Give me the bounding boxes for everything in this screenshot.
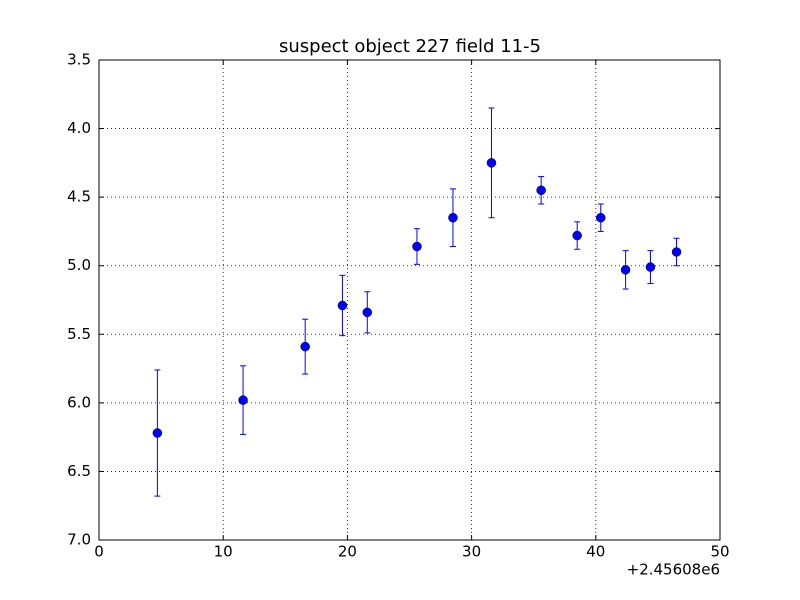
marker: [448, 212, 458, 223]
marker: [238, 395, 248, 405]
marker: [300, 341, 310, 352]
y-tick-label: 5.0: [67, 256, 91, 274]
y-tick-label: 6.0: [67, 393, 91, 411]
marker: [596, 212, 606, 223]
marker: [671, 247, 682, 257]
marker: [412, 241, 422, 252]
plot-frame: [98, 59, 721, 541]
marker: [152, 428, 163, 438]
marker: [620, 265, 631, 275]
y-tick-label: 4.5: [67, 188, 91, 206]
x-tick-label: 40: [586, 543, 605, 561]
x-tick-label: 0: [94, 543, 104, 561]
marker: [536, 185, 546, 196]
marker: [572, 230, 582, 241]
x-tick-label: 10: [214, 543, 233, 561]
marker: [645, 262, 656, 272]
marker: [486, 158, 497, 168]
chart-title: suspect object 227 field 11-5: [279, 36, 541, 57]
marker: [337, 300, 348, 311]
x-offset-label: +2.45608e6: [627, 561, 720, 579]
y-tick-label: 4.0: [67, 119, 91, 137]
y-tick-label: 6.5: [67, 462, 91, 480]
x-tick-label: 50: [710, 543, 729, 561]
y-tick-label: 3.5: [67, 51, 91, 69]
x-tick-label: 20: [338, 543, 357, 561]
x-tick-label: 30: [462, 543, 481, 561]
y-tick-label: 7.0: [67, 531, 91, 549]
y-tick-label: 5.5: [67, 325, 91, 343]
marker: [362, 307, 373, 318]
